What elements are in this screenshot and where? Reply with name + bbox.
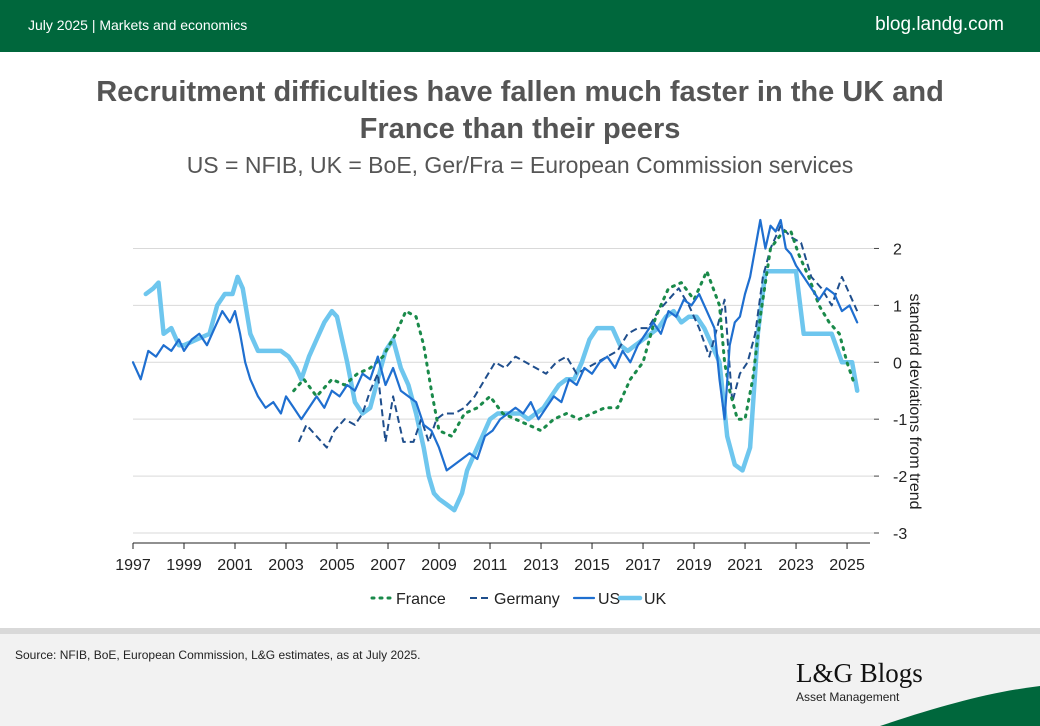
legend-label-uk: UK bbox=[644, 591, 667, 608]
swoosh-decoration bbox=[880, 686, 1040, 726]
y-tick-label: 1 bbox=[893, 298, 902, 315]
y-tick-label: -3 bbox=[893, 526, 907, 543]
date-section-label: July 2025 | Markets and economics bbox=[28, 17, 248, 33]
series-line-uk bbox=[143, 268, 860, 513]
y-tick-label: 2 bbox=[893, 241, 902, 258]
x-tick-label: 2005 bbox=[319, 557, 355, 574]
x-tick-label: 2003 bbox=[268, 557, 304, 574]
site-link[interactable]: blog.landg.com bbox=[875, 14, 1004, 35]
series-line-france bbox=[292, 229, 857, 438]
x-tick-label: 2001 bbox=[217, 557, 253, 574]
x-tick-label: 2025 bbox=[829, 557, 865, 574]
chart-title: Recruitment difficulties have fallen muc… bbox=[96, 76, 944, 145]
logo-subtitle: Asset Management bbox=[796, 690, 900, 704]
footer: Source: NFIB, BoE, European Commission, … bbox=[0, 628, 1040, 726]
chart-subtitle: US = NFIB, UK = BoE, Ger/Fra = European … bbox=[186, 152, 854, 178]
y-tick-label: 0 bbox=[893, 355, 902, 372]
brand-logo: L&G Blogs Asset Management bbox=[796, 658, 923, 704]
x-tick-label: 1999 bbox=[166, 557, 202, 574]
legend-label-france: France bbox=[396, 591, 446, 608]
source-note: Source: NFIB, BoE, European Commission, … bbox=[15, 648, 421, 662]
x-tick-label: 2021 bbox=[727, 557, 763, 574]
x-tick-label: 2009 bbox=[421, 557, 457, 574]
x-tick-label: 1997 bbox=[115, 557, 151, 574]
legend-label-germany: Germany bbox=[494, 591, 560, 608]
y-tick-label: -1 bbox=[893, 412, 907, 429]
x-tick-label: 2007 bbox=[370, 557, 406, 574]
x-tick-label: 2017 bbox=[625, 557, 661, 574]
y-axis-title: standard deviations from trend bbox=[906, 293, 923, 509]
line-chart: 2 1 0 -1 -2 -3 1997 1999 2001 2003 2005 2007 2009 201… bbox=[115, 218, 923, 608]
x-tick-label: 2013 bbox=[523, 557, 559, 574]
series-line-germany bbox=[297, 224, 859, 449]
x-tick-label: 2011 bbox=[473, 557, 508, 574]
x-tick-label: 2019 bbox=[676, 557, 712, 574]
header-bar: July 2025 | Markets and economics blog.l… bbox=[0, 0, 1040, 52]
legend-label-us: US bbox=[598, 591, 620, 608]
y-tick-label: -2 bbox=[893, 469, 907, 486]
x-tick-label: 2015 bbox=[574, 557, 610, 574]
x-tick-label: 2023 bbox=[778, 557, 814, 574]
series-line-us bbox=[131, 218, 859, 472]
logo-name: L&G Blogs bbox=[796, 658, 923, 688]
